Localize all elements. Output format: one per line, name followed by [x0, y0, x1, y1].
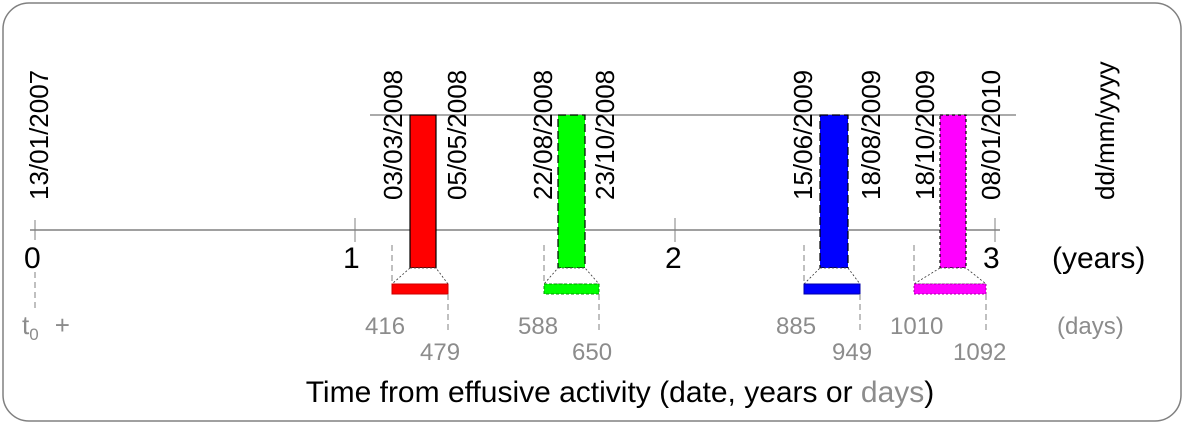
- year-label-0: 0: [24, 242, 41, 275]
- t0-label: t0 +: [22, 310, 70, 344]
- caption-end: ): [924, 376, 934, 409]
- eruption-strip-magenta: [913, 283, 987, 295]
- eruption-start-day-green: 588: [518, 313, 558, 340]
- t0-base: t: [22, 310, 30, 340]
- eruption-bar-magenta: [939, 114, 967, 269]
- eruption-strip-blue: [803, 283, 861, 295]
- eruption-strip-red: [391, 283, 449, 295]
- caption-gray: days: [861, 376, 924, 409]
- eruption-end-date-blue: 18/08/2009: [856, 70, 886, 200]
- eruption-blue: 15/06/2009 18/08/2009 885 949: [776, 70, 886, 366]
- years-unit-label: (years): [1052, 242, 1145, 275]
- eruption-start-date-green: 22/08/2008: [528, 70, 558, 200]
- eruption-red: 03/03/2008 05/05/2008 416 479: [365, 70, 472, 366]
- diagram-caption: Time from effusive activity (date, years…: [306, 376, 935, 409]
- eruption-funnel-magenta: [912, 267, 988, 285]
- year-label-2: 2: [665, 242, 682, 275]
- eruption-start-day-red: 416: [365, 313, 405, 340]
- start-date-label: 13/01/2007: [24, 70, 54, 200]
- eruption-bar-blue: [819, 114, 849, 269]
- eruption-green: 22/08/2008 23/10/2008 588 650: [518, 70, 620, 366]
- eruption-start-date-magenta: 18/10/2009: [910, 70, 940, 200]
- caption-main: Time from effusive activity (date, years…: [306, 376, 861, 409]
- days-unit-label: (days): [1057, 313, 1124, 340]
- year-label-3: 3: [983, 242, 1000, 275]
- eruption-start-day-magenta: 1010: [890, 313, 943, 340]
- eruption-end-day-blue: 949: [832, 339, 872, 366]
- eruption-start-day-blue: 885: [776, 313, 816, 340]
- eruption-magenta: 18/10/2009 08/01/2010 1010 1092: [890, 70, 1006, 366]
- t0-subscript: 0: [29, 325, 38, 344]
- eruption-bar-red: [409, 114, 437, 269]
- year-label-1: 1: [343, 242, 360, 275]
- eruption-strip-green: [543, 283, 600, 295]
- eruption-start-date-red: 03/03/2008: [378, 70, 408, 200]
- eruption-bar-green: [557, 114, 586, 269]
- eruption-end-date-green: 23/10/2008: [590, 70, 620, 200]
- eruption-start-date-blue: 15/06/2009: [788, 70, 818, 200]
- eruption-end-date-red: 05/05/2008: [442, 70, 472, 200]
- t0-plus: +: [55, 310, 70, 340]
- eruption-end-day-red: 479: [420, 339, 460, 366]
- date-format-label: dd/mm/yyyy: [1090, 61, 1120, 200]
- eruption-end-day-green: 650: [572, 339, 612, 366]
- eruption-end-day-magenta: 1092: [953, 339, 1006, 366]
- eruption-end-date-magenta: 08/01/2010: [976, 70, 1006, 200]
